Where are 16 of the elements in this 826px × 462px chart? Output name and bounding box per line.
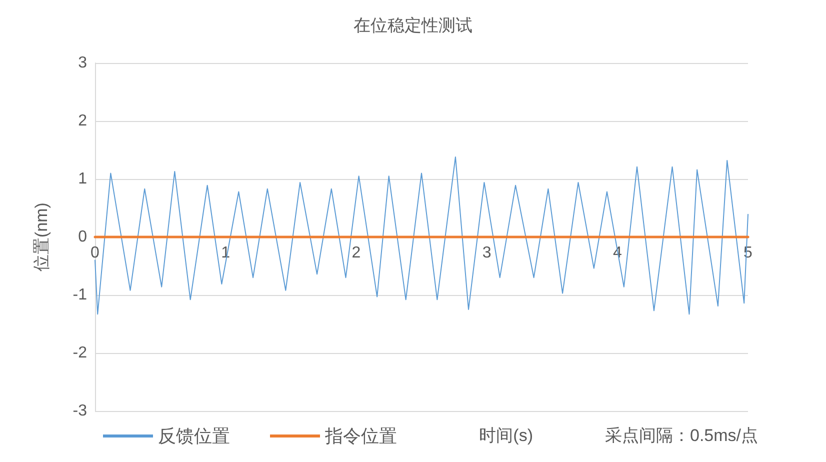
legend-label: 指令位置: [324, 426, 397, 446]
y-tick-label: -2: [72, 344, 88, 362]
y-tick-label: -1: [72, 286, 88, 304]
y-tick-label: 2: [78, 112, 88, 130]
y-tick-label: 3: [78, 54, 88, 72]
legend-label: 反馈位置: [158, 426, 230, 446]
y-axis-title: 位置(nm): [32, 202, 51, 272]
x-axis-title: 时间(s): [479, 426, 534, 445]
chart-title: 在位稳定性测试: [354, 16, 472, 35]
x-tick-label: 0: [90, 244, 100, 262]
y-tick-label: 0: [78, 228, 88, 246]
x-tick-label: 3: [482, 244, 492, 262]
y-tick-label: -3: [72, 402, 88, 420]
x-tick-label: 2: [352, 244, 361, 262]
text: 采点间隔：0.5ms/点: [604, 426, 758, 445]
y-tick-label: 1: [78, 170, 88, 188]
